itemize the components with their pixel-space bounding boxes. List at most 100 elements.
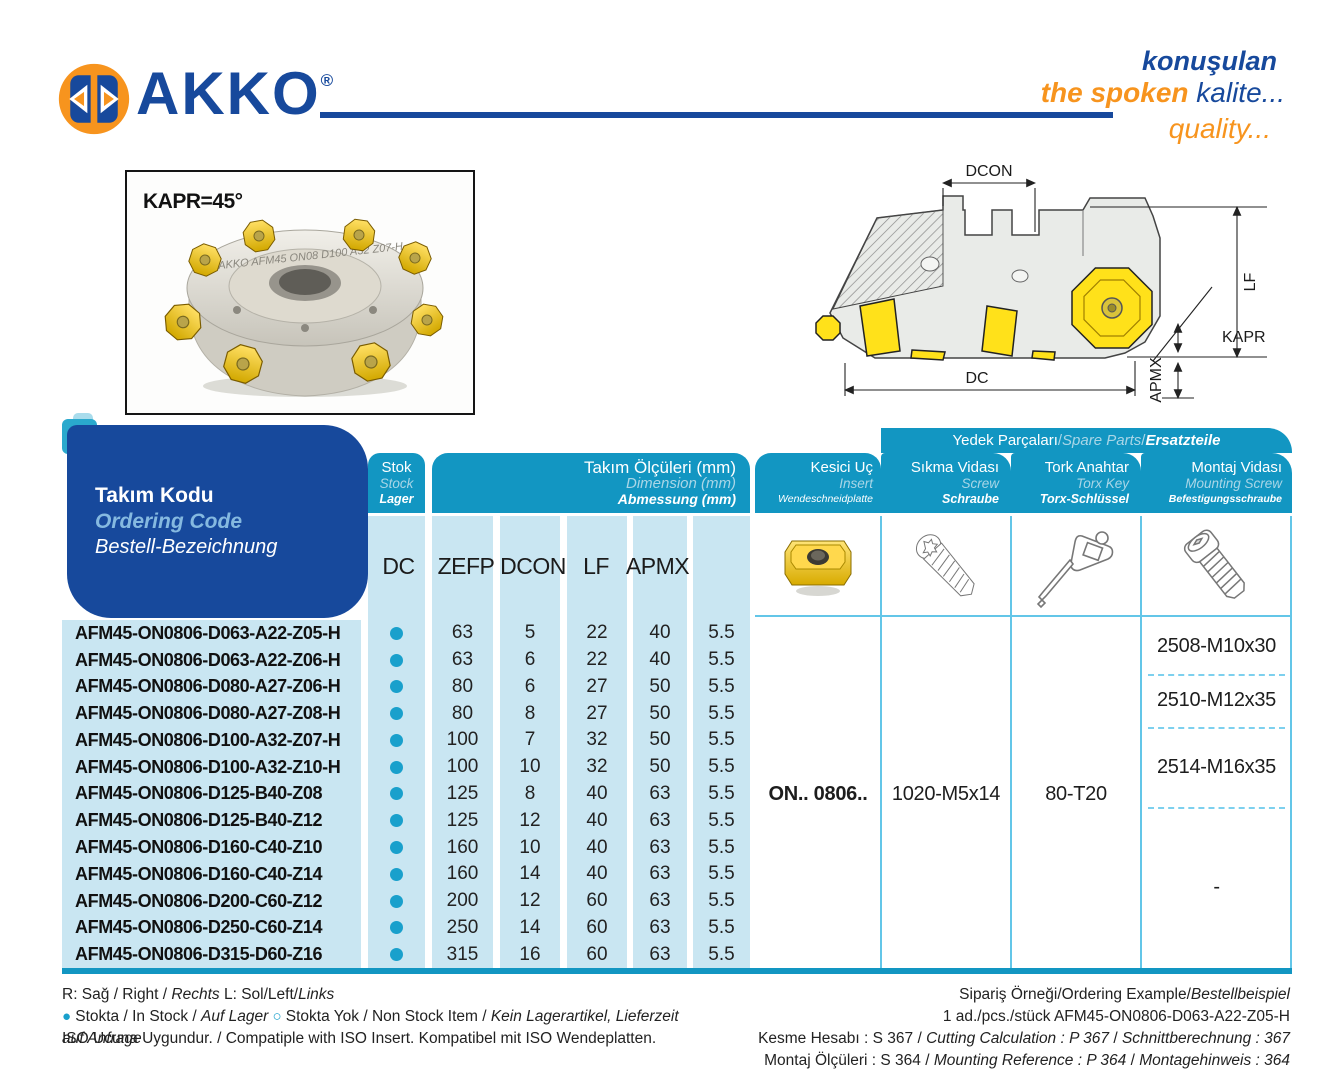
cell-dcon: 40 [586,836,608,858]
cell-ordering-code: AFM45-ON0806-D063-A22-Z05-H [75,622,341,643]
cell-lf: 63 [649,916,671,938]
footnote-direction: R: Sağ / Right / Rechts L: Sol/Left/Link… [62,986,335,1003]
cell-stock [368,653,425,667]
cell-ordering-code: AFM45-ON0806-D100-A32-Z10-H [75,756,341,777]
ordering-example-code: 1 ad./pcs./stück AFM45-ON0806-D063-A22-Z… [942,1008,1290,1025]
cell-stock [368,707,425,721]
cell-ordering-code: AFM45-ON0806-D250-C60-Z14 [75,917,323,938]
cell-zefp: 8 [524,782,536,804]
cell-dc: 125 [446,809,479,831]
cutting-calculation-ref: Kesme Hesabı : S 367 / Cutting Calculati… [758,1030,1290,1047]
cell-dc: 250 [446,916,479,938]
cell-dc: 200 [446,890,479,912]
footnote-iso: ISO Ucuna Uygundur. / Compatiple with IS… [62,1030,657,1047]
col-label-lf: LF [583,552,609,579]
label-dc: DC [965,370,988,387]
cell-dcon: 40 [586,809,608,831]
cell-lf: 63 [649,836,671,858]
cell-stock [368,894,425,908]
cell-apmx: 5.5 [708,649,735,671]
col-label-dcon: DCON [500,552,566,579]
table-row: AFM45-ON0806-D200-C60-Z12 200 12 60 63 5.5 [62,888,750,915]
cell-zefp: 10 [519,756,541,778]
col-label-dc: DC [382,552,415,579]
cell-ordering-code: AFM45-ON0806-D063-A22-Z06-H [75,649,341,670]
table-row: AFM45-ON0806-D100-A32-Z07-H 100 7 32 50 5.5 [62,727,750,754]
screw-column-header: Sıkma Vidası Screw Schraube [881,453,1011,513]
table-row: AFM45-ON0806-D100-A32-Z10-H 100 10 32 50 5.5 [62,754,750,781]
table-body: AFM45-ON0806-D063-A22-Z05-H 63 5 22 40 5.5 AFM… [62,620,750,968]
cell-lf: 63 [649,782,671,804]
in-stock-dot [390,707,403,721]
dimension-labels: DCON LF KAPR DC APMX [965,163,1265,403]
technical-drawing: DCON LF KAPR DC APMX [815,163,1267,403]
mounting-screw-cells: 2508-M10x30 2510-M12x35 2514-M16x35 - [1141,620,1292,968]
dashed-separator [1148,807,1285,810]
mounting-screw-code: 2508-M10x30 [1156,635,1276,658]
stock-column-header: Stok Stock Lager [368,453,425,513]
in-stock-dot [390,921,403,935]
in-stock-dot [390,841,403,854]
cell-apmx: 5.5 [708,622,735,644]
cell-stock [368,814,425,828]
table-row: AFM45-ON0806-D125-B40-Z08 125 8 40 63 5.5 [62,781,750,808]
cell-apmx: 5.5 [708,836,735,858]
table-row: AFM45-ON0806-D125-B40-Z12 125 12 40 63 5.5 [62,807,750,834]
dimension-column-labels: DC ZEFP DCON LF APMX [62,516,750,616]
cell-lf: 50 [649,675,671,697]
in-stock-dot [390,948,403,962]
cell-apmx: 5.5 [708,943,735,965]
mounting-screw-code: 2514-M16x35 [1156,755,1276,778]
cell-ordering-code: AFM45-ON0806-D200-C60-Z12 [75,890,323,911]
brand-name: AKKO® [136,60,334,127]
drawing-inserts [815,267,1153,361]
cell-lf: 50 [649,756,671,778]
cell-zefp: 10 [519,836,541,858]
slogan-line-mixed: the spoken kalite... [1040,77,1285,108]
kapr-caption: KAPR=45° [143,190,243,213]
cell-dcon: 40 [586,782,608,804]
cell-stock [368,733,425,747]
dimensions-header: Takım Ölçüleri (mm) Dimension (mm) Abmes… [432,453,750,513]
cell-apmx: 5.5 [708,809,735,831]
cell-lf: 63 [649,863,671,885]
cell-dc: 160 [446,836,479,858]
cell-apmx: 5.5 [708,916,735,938]
torx-key-icon [1011,516,1141,616]
table-row: AFM45-ON0806-D250-C60-Z14 250 14 60 63 5.5 [62,914,750,941]
insert-icon [755,516,881,616]
cell-dcon: 32 [586,729,608,751]
icon-row-divider [755,615,1292,617]
label-kapr: KAPR [1222,329,1266,346]
slogan-line-en: quality... [1168,113,1271,144]
dimension-lines [843,178,1267,400]
cell-ordering-code: AFM45-ON0806-D080-A27-Z06-H [75,676,341,697]
akko-logo-icon [58,63,130,135]
table-bottom-bar [62,968,1292,974]
cell-zefp: 6 [524,675,536,697]
table-row: AFM45-ON0806-D080-A27-Z06-H 80 6 27 50 5.5 [62,674,750,701]
screw-icon [881,516,1011,616]
in-stock-dot [390,894,403,908]
cell-dc: 100 [446,729,479,751]
footnote-stock-legend: ● Stokta / In Stock / Auf Lager ○ Stokta… [62,1008,679,1047]
cell-zefp: 14 [519,916,541,938]
table-row: AFM45-ON0806-D063-A22-Z05-H 63 5 22 40 5.5 [62,620,750,647]
cell-stock [368,841,425,854]
screw-code-cell: 1020-M5x14 [891,782,1001,805]
cell-ordering-code: AFM45-ON0806-D100-A32-Z07-H [75,729,341,750]
dashed-separator [1148,727,1285,730]
cell-stock [368,760,425,774]
cell-dcon: 22 [586,649,608,671]
cell-dcon: 60 [586,943,608,965]
brand-slogan: konuşulan the spoken kalite... quality..… [900,46,1285,144]
cell-lf: 40 [649,649,671,671]
cell-ordering-code: AFM45-ON0806-D125-B40-Z08 [75,783,323,804]
table-row: AFM45-ON0806-D160-C40-Z10 160 10 40 63 5.5 [62,834,750,861]
column-divider [880,516,882,968]
cell-dcon: 40 [586,863,608,885]
cell-apmx: 5.5 [708,729,735,751]
in-stock-dot [390,760,403,774]
cell-zefp: 14 [519,863,541,885]
in-stock-dot [390,653,403,667]
